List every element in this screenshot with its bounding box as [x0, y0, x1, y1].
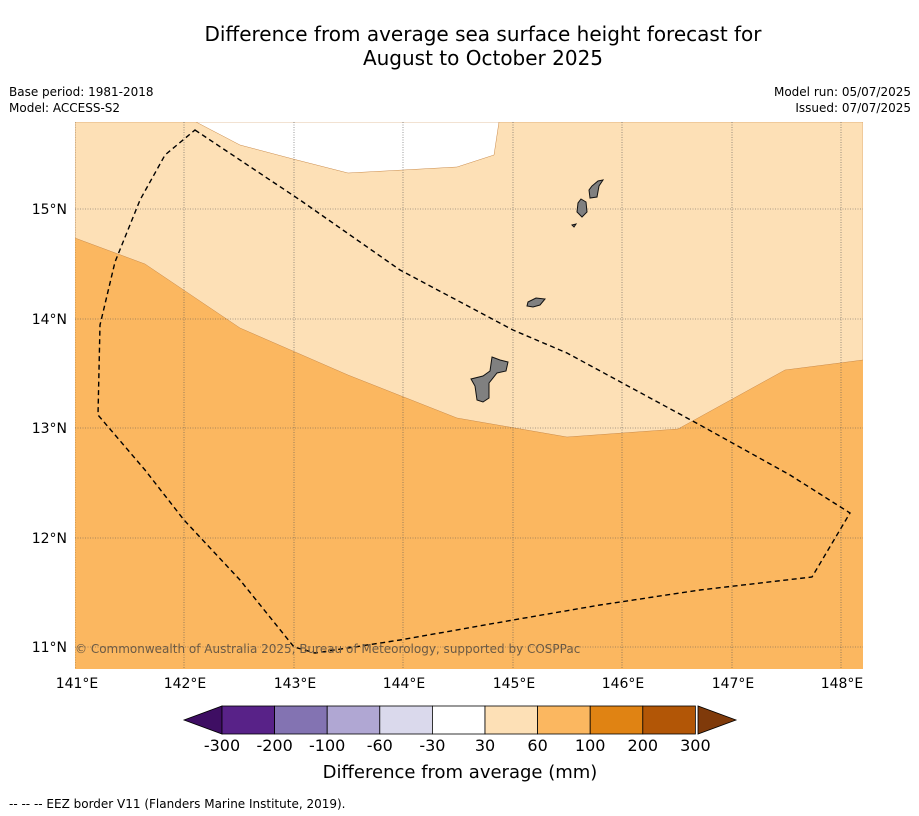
rota-island	[526, 297, 546, 308]
lon-label: 142°E	[164, 676, 207, 692]
lon-label: 148°E	[821, 676, 864, 692]
colorbar-tick-label: -30	[419, 736, 445, 755]
colorbar-segment	[642, 705, 696, 735]
graticule	[75, 122, 863, 669]
lon-label: 141°E	[56, 676, 99, 692]
longitude-labels: 141°E 142°E 143°E 144°E 145°E 146°E 147°…	[56, 676, 864, 692]
model-run-label: Model run: 05/07/2025	[773, 85, 911, 99]
colorbar-segment	[326, 705, 381, 735]
title-line-1: Difference from average sea surface heig…	[204, 22, 762, 46]
colorbar-tick-label: -100	[309, 736, 345, 755]
metadata-right: Model run: 05/07/2025 Issued: 07/07/2025	[774, 84, 911, 116]
lat-label: 15°N	[32, 202, 67, 218]
title-line-2: August to October 2025	[362, 46, 604, 70]
colorbar-tick-label: 100	[575, 736, 606, 755]
colorbar-extend-high	[697, 705, 738, 735]
colorbar-segment	[221, 705, 275, 735]
colorbar-segment	[431, 705, 486, 735]
colorbar-tick-label: -60	[367, 736, 393, 755]
colorbar-tick-label: 60	[527, 736, 547, 755]
colorbar-segment	[537, 705, 591, 735]
guam-island	[470, 356, 509, 403]
lon-label: 143°E	[274, 676, 317, 692]
lat-label: 11°N	[32, 640, 67, 656]
colorbar-tick-label: -300	[204, 736, 240, 755]
lat-label: 14°N	[32, 312, 67, 328]
issued-label: Issued: 07/07/2025	[795, 101, 911, 115]
colorbar-segment	[274, 705, 328, 735]
colorbar-tick-label: 200	[628, 736, 659, 755]
lon-label: 147°E	[712, 676, 755, 692]
colorbar-title: Difference from average (mm)	[323, 762, 598, 783]
lon-label: 145°E	[493, 676, 536, 692]
footnote: -- -- -- EEZ border V11 (Flanders Marine…	[9, 797, 346, 811]
colorbar-tick-label: 30	[475, 736, 495, 755]
base-period-label: Base period: 1981-2018	[9, 85, 154, 99]
model-label: Model: ACCESS-S2	[9, 101, 121, 115]
metadata-left: Base period: 1981-2018 Model: ACCESS-S2	[9, 84, 154, 116]
copyright-notice: © Commonwealth of Australia 2025, Bureau…	[75, 642, 580, 656]
lon-label: 146°E	[602, 676, 645, 692]
saipan-island	[588, 179, 605, 199]
aguijan-island	[571, 223, 578, 228]
colorbar: -300 -200 -100 -60 -30 30 60 100 200 300 Differen…	[182, 705, 738, 783]
colorbar-extend-low	[182, 705, 223, 735]
chart-title: Difference from average sea surface heig…	[0, 22, 919, 70]
land-masses	[470, 179, 605, 403]
colorbar-tick-label: 300	[680, 736, 711, 755]
colorbar-segment	[589, 705, 644, 735]
lat-label: 12°N	[32, 531, 67, 547]
latitude-labels: 15°N 14°N 13°N 12°N 11°N	[32, 202, 67, 656]
colorbar-segment	[379, 705, 433, 735]
eez-border	[97, 129, 851, 654]
colorbar-segment	[484, 705, 538, 735]
lat-label: 13°N	[32, 421, 67, 437]
map-plot-area: © Commonwealth of Australia 2025, Bureau…	[75, 122, 863, 669]
lon-label: 144°E	[383, 676, 426, 692]
anomaly-region-30-60	[75, 122, 863, 438]
tinian-island	[576, 198, 588, 218]
colorbar-tick-label: -200	[256, 736, 292, 755]
